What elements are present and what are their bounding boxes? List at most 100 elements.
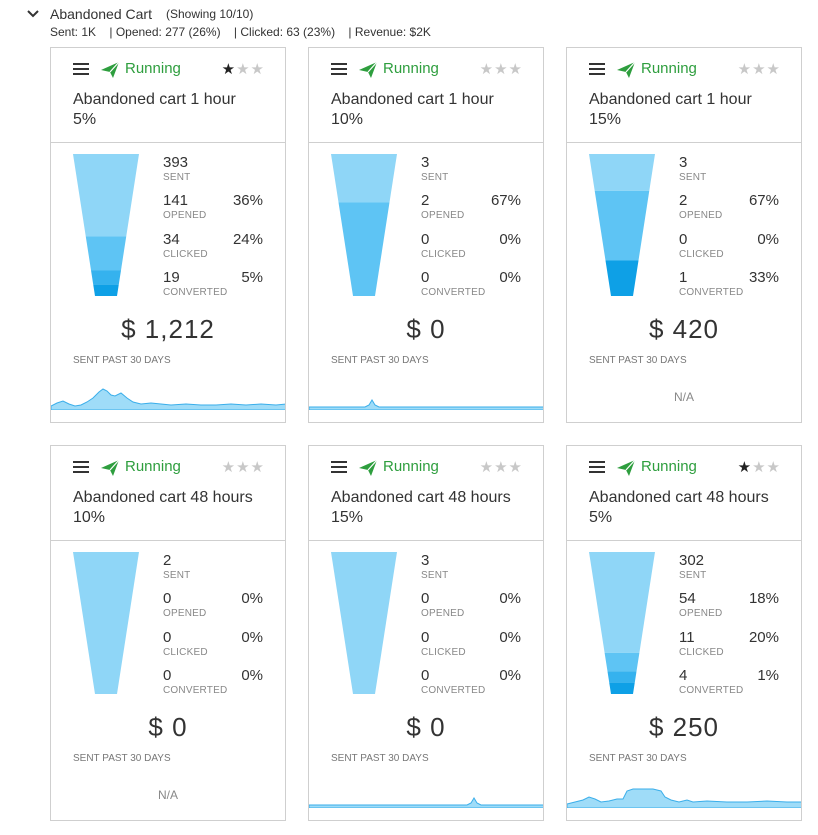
- star-icon[interactable]: ★: [752, 61, 767, 78]
- hamburger-menu-icon[interactable]: [331, 63, 347, 75]
- converted-label: CONVERTED: [421, 685, 486, 696]
- converted-count: 0: [163, 667, 172, 684]
- campaign-card[interactable]: Running ★★★ Abandoned cart 1 hour 5% 393 SENT…: [50, 47, 286, 423]
- clicked-label: CLICKED: [163, 249, 208, 260]
- hamburger-menu-icon[interactable]: [73, 461, 89, 473]
- conversion-funnel: [589, 154, 655, 296]
- chevron-down-icon[interactable]: [26, 7, 40, 21]
- converted-label: CONVERTED: [163, 685, 228, 696]
- star-icon[interactable]: ★: [494, 61, 509, 78]
- campaign-group-header: Abandoned Cart (Showing 10/10) Sent: 1K …: [26, 5, 431, 39]
- sent-sparkline: [51, 388, 285, 410]
- opened-count: 54: [679, 590, 696, 607]
- converted-percent: 33%: [748, 269, 779, 286]
- clicked-label: CLICKED: [421, 647, 466, 658]
- paper-plane-icon: [100, 60, 120, 80]
- sent-sparkline: [567, 788, 801, 808]
- hamburger-menu-icon[interactable]: [331, 461, 347, 473]
- star-icon[interactable]: ★: [508, 61, 523, 78]
- stat-sent: 3 SENT: [421, 552, 448, 582]
- sent-count: 3: [421, 154, 430, 171]
- star-icon[interactable]: ★: [479, 61, 495, 78]
- campaign-name[interactable]: Abandoned cart 48 hours 5%: [589, 488, 789, 528]
- star-icon[interactable]: ★: [479, 459, 495, 476]
- star-icon[interactable]: ★: [221, 61, 237, 78]
- sent-past-30-days-label: SENT PAST 30 DAYS: [73, 753, 171, 764]
- campaign-name[interactable]: Abandoned cart 48 hours 15%: [331, 488, 531, 528]
- funnel-segment: [85, 236, 127, 271]
- star-icon[interactable]: ★: [508, 459, 523, 476]
- stat-clicked: 0 CLICKED: [163, 629, 208, 659]
- sent-label: SENT: [163, 570, 191, 581]
- campaign-card[interactable]: Running ★★★ Abandoned cart 1 hour 15% 3 SENT 2…: [566, 47, 802, 423]
- sent-past-30-days-label: SENT PAST 30 DAYS: [589, 355, 687, 366]
- campaign-card[interactable]: Running ★★★ Abandoned cart 48 hours 10% 2 SEN…: [50, 445, 286, 821]
- clicked-percent: 24%: [232, 231, 263, 248]
- clicked-percent: 0%: [241, 629, 263, 646]
- showing-count: (Showing 10/10): [165, 7, 254, 21]
- campaign-card[interactable]: Running ★★★ Abandoned cart 48 hours 5% 302 SE…: [566, 445, 802, 821]
- conversion-funnel: [73, 552, 139, 694]
- hamburger-menu-icon[interactable]: [73, 63, 89, 75]
- funnel-segment: [589, 154, 655, 191]
- stat-converted: 0 CONVERTED: [421, 269, 485, 299]
- star-icon[interactable]: ★: [494, 459, 509, 476]
- rating-stars[interactable]: ★★★: [480, 60, 523, 78]
- campaign-name[interactable]: Abandoned cart 1 hour 10%: [331, 90, 531, 130]
- campaign-name[interactable]: Abandoned cart 1 hour 5%: [73, 90, 273, 130]
- clicked-label: CLICKED: [163, 647, 208, 658]
- hamburger-menu-icon[interactable]: [589, 63, 605, 75]
- campaign-name[interactable]: Abandoned cart 1 hour 15%: [589, 90, 789, 130]
- clicked-count: 0: [421, 231, 430, 248]
- star-icon[interactable]: ★: [737, 61, 753, 78]
- stat-converted: 1 CONVERTED: [679, 269, 743, 299]
- paper-plane-icon: [100, 458, 120, 478]
- sent-past-30-days-label: SENT PAST 30 DAYS: [589, 753, 687, 764]
- star-icon[interactable]: ★: [221, 459, 237, 476]
- star-icon[interactable]: ★: [250, 61, 265, 78]
- stat-converted: 0 CONVERTED: [163, 667, 227, 697]
- star-icon[interactable]: ★: [250, 459, 265, 476]
- rating-stars[interactable]: ★★★: [738, 458, 781, 476]
- star-icon[interactable]: ★: [752, 459, 767, 476]
- clicked-label: CLICKED: [679, 249, 724, 260]
- campaign-card[interactable]: Running ★★★ Abandoned cart 1 hour 10% 3 SENT 2…: [308, 47, 544, 423]
- conversion-funnel: [331, 552, 397, 694]
- stat-clicked: 0 CLICKED: [679, 231, 724, 261]
- conversion-funnel: [73, 154, 139, 296]
- opened-percent: 0%: [499, 590, 521, 607]
- converted-count: 1: [679, 269, 688, 286]
- rating-stars[interactable]: ★★★: [738, 60, 781, 78]
- clicked-count: 34: [163, 231, 180, 248]
- opened-count: 0: [163, 590, 172, 607]
- star-icon[interactable]: ★: [766, 459, 781, 476]
- card-header: Running ★★★ Abandoned cart 1 hour 15%: [567, 48, 801, 143]
- hamburger-menu-icon[interactable]: [589, 461, 605, 473]
- sent-label: SENT: [421, 570, 449, 581]
- card-header: Running ★★★ Abandoned cart 1 hour 5%: [51, 48, 285, 143]
- stat-clicked: 11 CLICKED: [679, 629, 724, 659]
- star-icon[interactable]: ★: [236, 459, 251, 476]
- campaign-card[interactable]: Running ★★★ Abandoned cart 48 hours 15% 3 SEN…: [308, 445, 544, 821]
- revenue-value: $ 420: [648, 314, 720, 344]
- opened-percent: 36%: [232, 192, 263, 209]
- paper-plane-icon: [358, 60, 378, 80]
- funnel-segment: [91, 270, 121, 285]
- rating-stars[interactable]: ★★★: [480, 458, 523, 476]
- rating-stars[interactable]: ★★★: [222, 60, 265, 78]
- star-icon[interactable]: ★: [737, 459, 753, 476]
- group-title[interactable]: Abandoned Cart: [50, 6, 152, 22]
- funnel-segment: [338, 202, 390, 296]
- stat-sent: Sent: 1K: [50, 25, 97, 39]
- converted-percent: 0%: [241, 667, 263, 684]
- campaign-name[interactable]: Abandoned cart 48 hours 10%: [73, 488, 273, 528]
- converted-count: 19: [163, 269, 180, 286]
- star-icon[interactable]: ★: [766, 61, 781, 78]
- campaign-title: Abandoned cart 48 hours: [589, 489, 769, 506]
- sent-count: 3: [421, 552, 430, 569]
- rating-stars[interactable]: ★★★: [222, 458, 265, 476]
- star-icon[interactable]: ★: [236, 61, 251, 78]
- stat-opened: 0 OPENED: [163, 590, 206, 620]
- opened-percent: 0%: [241, 590, 263, 607]
- sent-count: 2: [163, 552, 172, 569]
